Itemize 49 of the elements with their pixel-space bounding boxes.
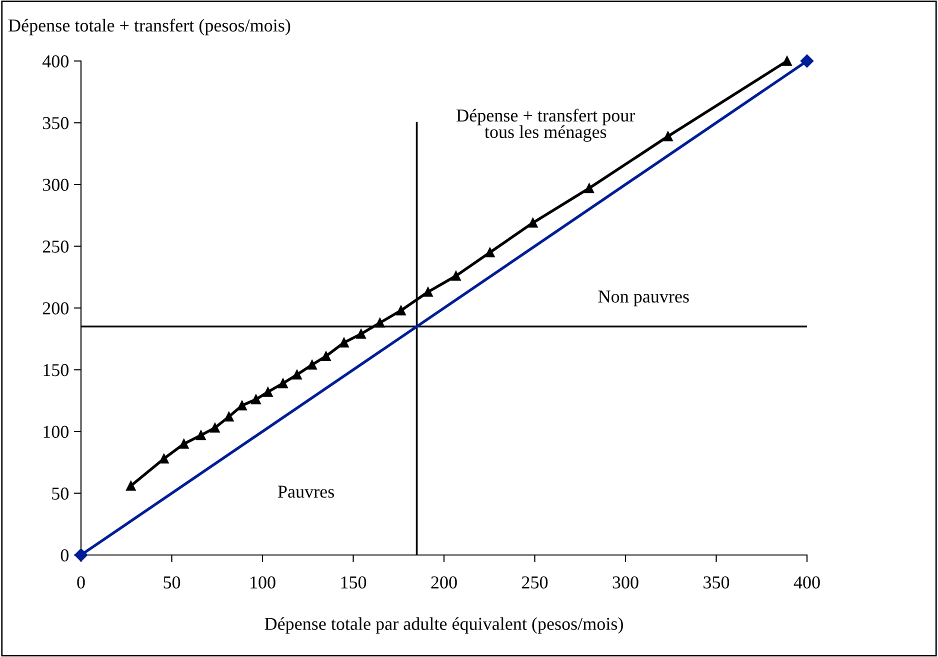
point bbox=[263, 387, 273, 397]
point bbox=[307, 360, 317, 370]
point bbox=[321, 351, 331, 362]
point bbox=[800, 54, 814, 68]
point bbox=[396, 306, 406, 316]
point bbox=[485, 248, 495, 258]
point bbox=[74, 548, 88, 562]
y-tick-label: 350 bbox=[42, 117, 69, 130]
point bbox=[224, 412, 234, 422]
point bbox=[528, 218, 538, 228]
y-tick-label: 100 bbox=[44, 426, 69, 438]
annotation: Non pauvres bbox=[598, 290, 689, 306]
point bbox=[196, 430, 206, 440]
point bbox=[210, 422, 220, 433]
x-tick-label: 300 bbox=[612, 576, 638, 589]
x-tick-label: 0 bbox=[77, 576, 85, 589]
y-tick-label: 200 bbox=[42, 302, 69, 314]
y-tick-label: 50 bbox=[52, 488, 69, 500]
x-tick-label: 200 bbox=[431, 576, 457, 589]
x-tick-label: 150 bbox=[341, 576, 366, 589]
y-tick-label: 150 bbox=[44, 364, 69, 376]
y-tick-label: 300 bbox=[42, 178, 69, 191]
point bbox=[423, 287, 433, 297]
point bbox=[375, 318, 385, 328]
x-tick-label: 250 bbox=[522, 576, 548, 589]
x-tick-label: 50 bbox=[164, 576, 180, 589]
x-tick-label: 400 bbox=[794, 576, 820, 589]
annotation: Pauvres bbox=[278, 486, 334, 498]
point bbox=[451, 271, 461, 281]
point bbox=[782, 56, 792, 66]
point bbox=[292, 370, 302, 380]
point bbox=[126, 480, 136, 491]
point bbox=[251, 394, 261, 404]
x-tick-label: 100 bbox=[250, 576, 276, 589]
point bbox=[663, 131, 673, 142]
point bbox=[237, 400, 247, 410]
point bbox=[159, 454, 169, 464]
point bbox=[179, 438, 189, 449]
y-tick-label: 0 bbox=[60, 549, 69, 562]
point bbox=[339, 338, 349, 348]
y-axis-title: Dépense totale + transfert (pesos/mois) bbox=[8, 18, 290, 36]
point bbox=[356, 329, 366, 339]
x-axis-title: Dépense totale par adulte équivalent (pesos/mois) bbox=[264, 617, 623, 634]
y-tick-label: 400 bbox=[42, 55, 69, 68]
point bbox=[278, 378, 288, 388]
annotation: Dépense + transfert pour tous les ménages bbox=[456, 108, 636, 142]
point bbox=[584, 183, 594, 194]
y-tick-label: 250 bbox=[42, 240, 69, 253]
x-tick-label: 350 bbox=[704, 576, 730, 589]
